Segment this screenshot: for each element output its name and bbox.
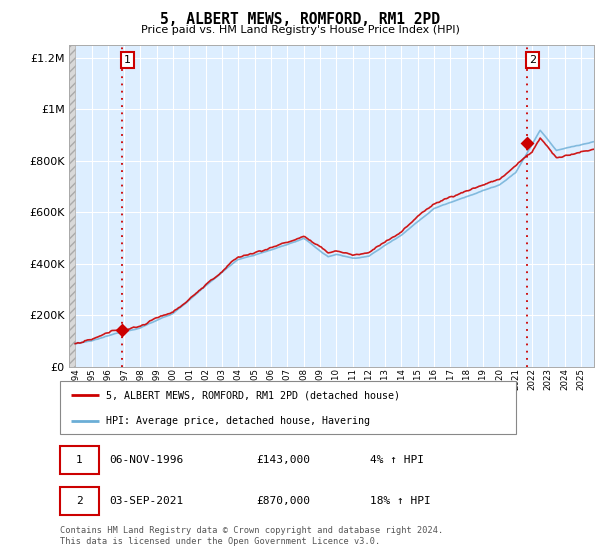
Text: 2: 2 bbox=[529, 55, 536, 65]
Text: 06-NOV-1996: 06-NOV-1996 bbox=[109, 455, 183, 465]
Text: 18% ↑ HPI: 18% ↑ HPI bbox=[370, 496, 430, 506]
FancyBboxPatch shape bbox=[60, 446, 98, 474]
Text: 2: 2 bbox=[76, 496, 83, 506]
Text: 4% ↑ HPI: 4% ↑ HPI bbox=[370, 455, 424, 465]
FancyBboxPatch shape bbox=[60, 381, 516, 434]
Text: £143,000: £143,000 bbox=[256, 455, 310, 465]
Text: 5, ALBERT MEWS, ROMFORD, RM1 2PD: 5, ALBERT MEWS, ROMFORD, RM1 2PD bbox=[160, 12, 440, 27]
Text: 1: 1 bbox=[124, 55, 131, 65]
Text: £870,000: £870,000 bbox=[256, 496, 310, 506]
Text: Price paid vs. HM Land Registry's House Price Index (HPI): Price paid vs. HM Land Registry's House … bbox=[140, 25, 460, 35]
Text: Contains HM Land Registry data © Crown copyright and database right 2024.
This d: Contains HM Land Registry data © Crown c… bbox=[60, 526, 443, 546]
Point bbox=[118, 325, 127, 334]
Text: HPI: Average price, detached house, Havering: HPI: Average price, detached house, Have… bbox=[106, 416, 370, 426]
Text: 5, ALBERT MEWS, ROMFORD, RM1 2PD (detached house): 5, ALBERT MEWS, ROMFORD, RM1 2PD (detach… bbox=[106, 390, 400, 400]
Text: 03-SEP-2021: 03-SEP-2021 bbox=[109, 496, 183, 506]
Point bbox=[523, 138, 532, 147]
Text: 1: 1 bbox=[76, 455, 83, 465]
FancyBboxPatch shape bbox=[60, 487, 98, 515]
